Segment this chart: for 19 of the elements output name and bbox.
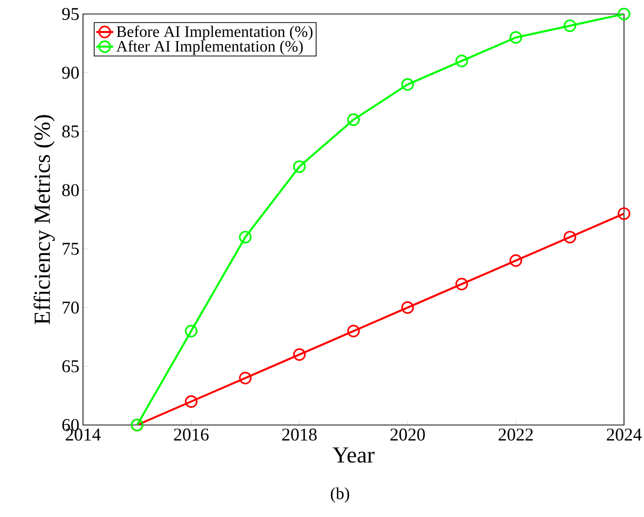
y-tick-label: 80 [62,184,79,196]
x-tick-label: 2024 [606,428,642,441]
x-tick-label: 2016 [174,428,209,441]
y-tick-label: 90 [62,66,79,79]
y-axis-title: Efficiency Metrics (%) [34,115,55,324]
x-tick-label: 2018 [282,428,317,441]
legend-label: After AI Implementation (%) [116,40,303,55]
y-tick-label: 60 [62,418,79,432]
y-tick-label: 70 [62,302,79,314]
x-tick-label: 2014 [66,428,101,441]
y-tick-label: 75 [62,242,79,255]
y-tick-label: 85 [62,125,79,138]
text: (b) [330,487,350,503]
y-tick-label: 65 [62,360,79,372]
x-tick-label: 2020 [390,428,425,441]
legend-label: Before AI Implementation (%) [116,26,312,40]
x-axis-title: Year [332,447,374,463]
y-tick-label: 95 [62,8,79,20]
x-tick-label: 2022 [498,428,533,441]
